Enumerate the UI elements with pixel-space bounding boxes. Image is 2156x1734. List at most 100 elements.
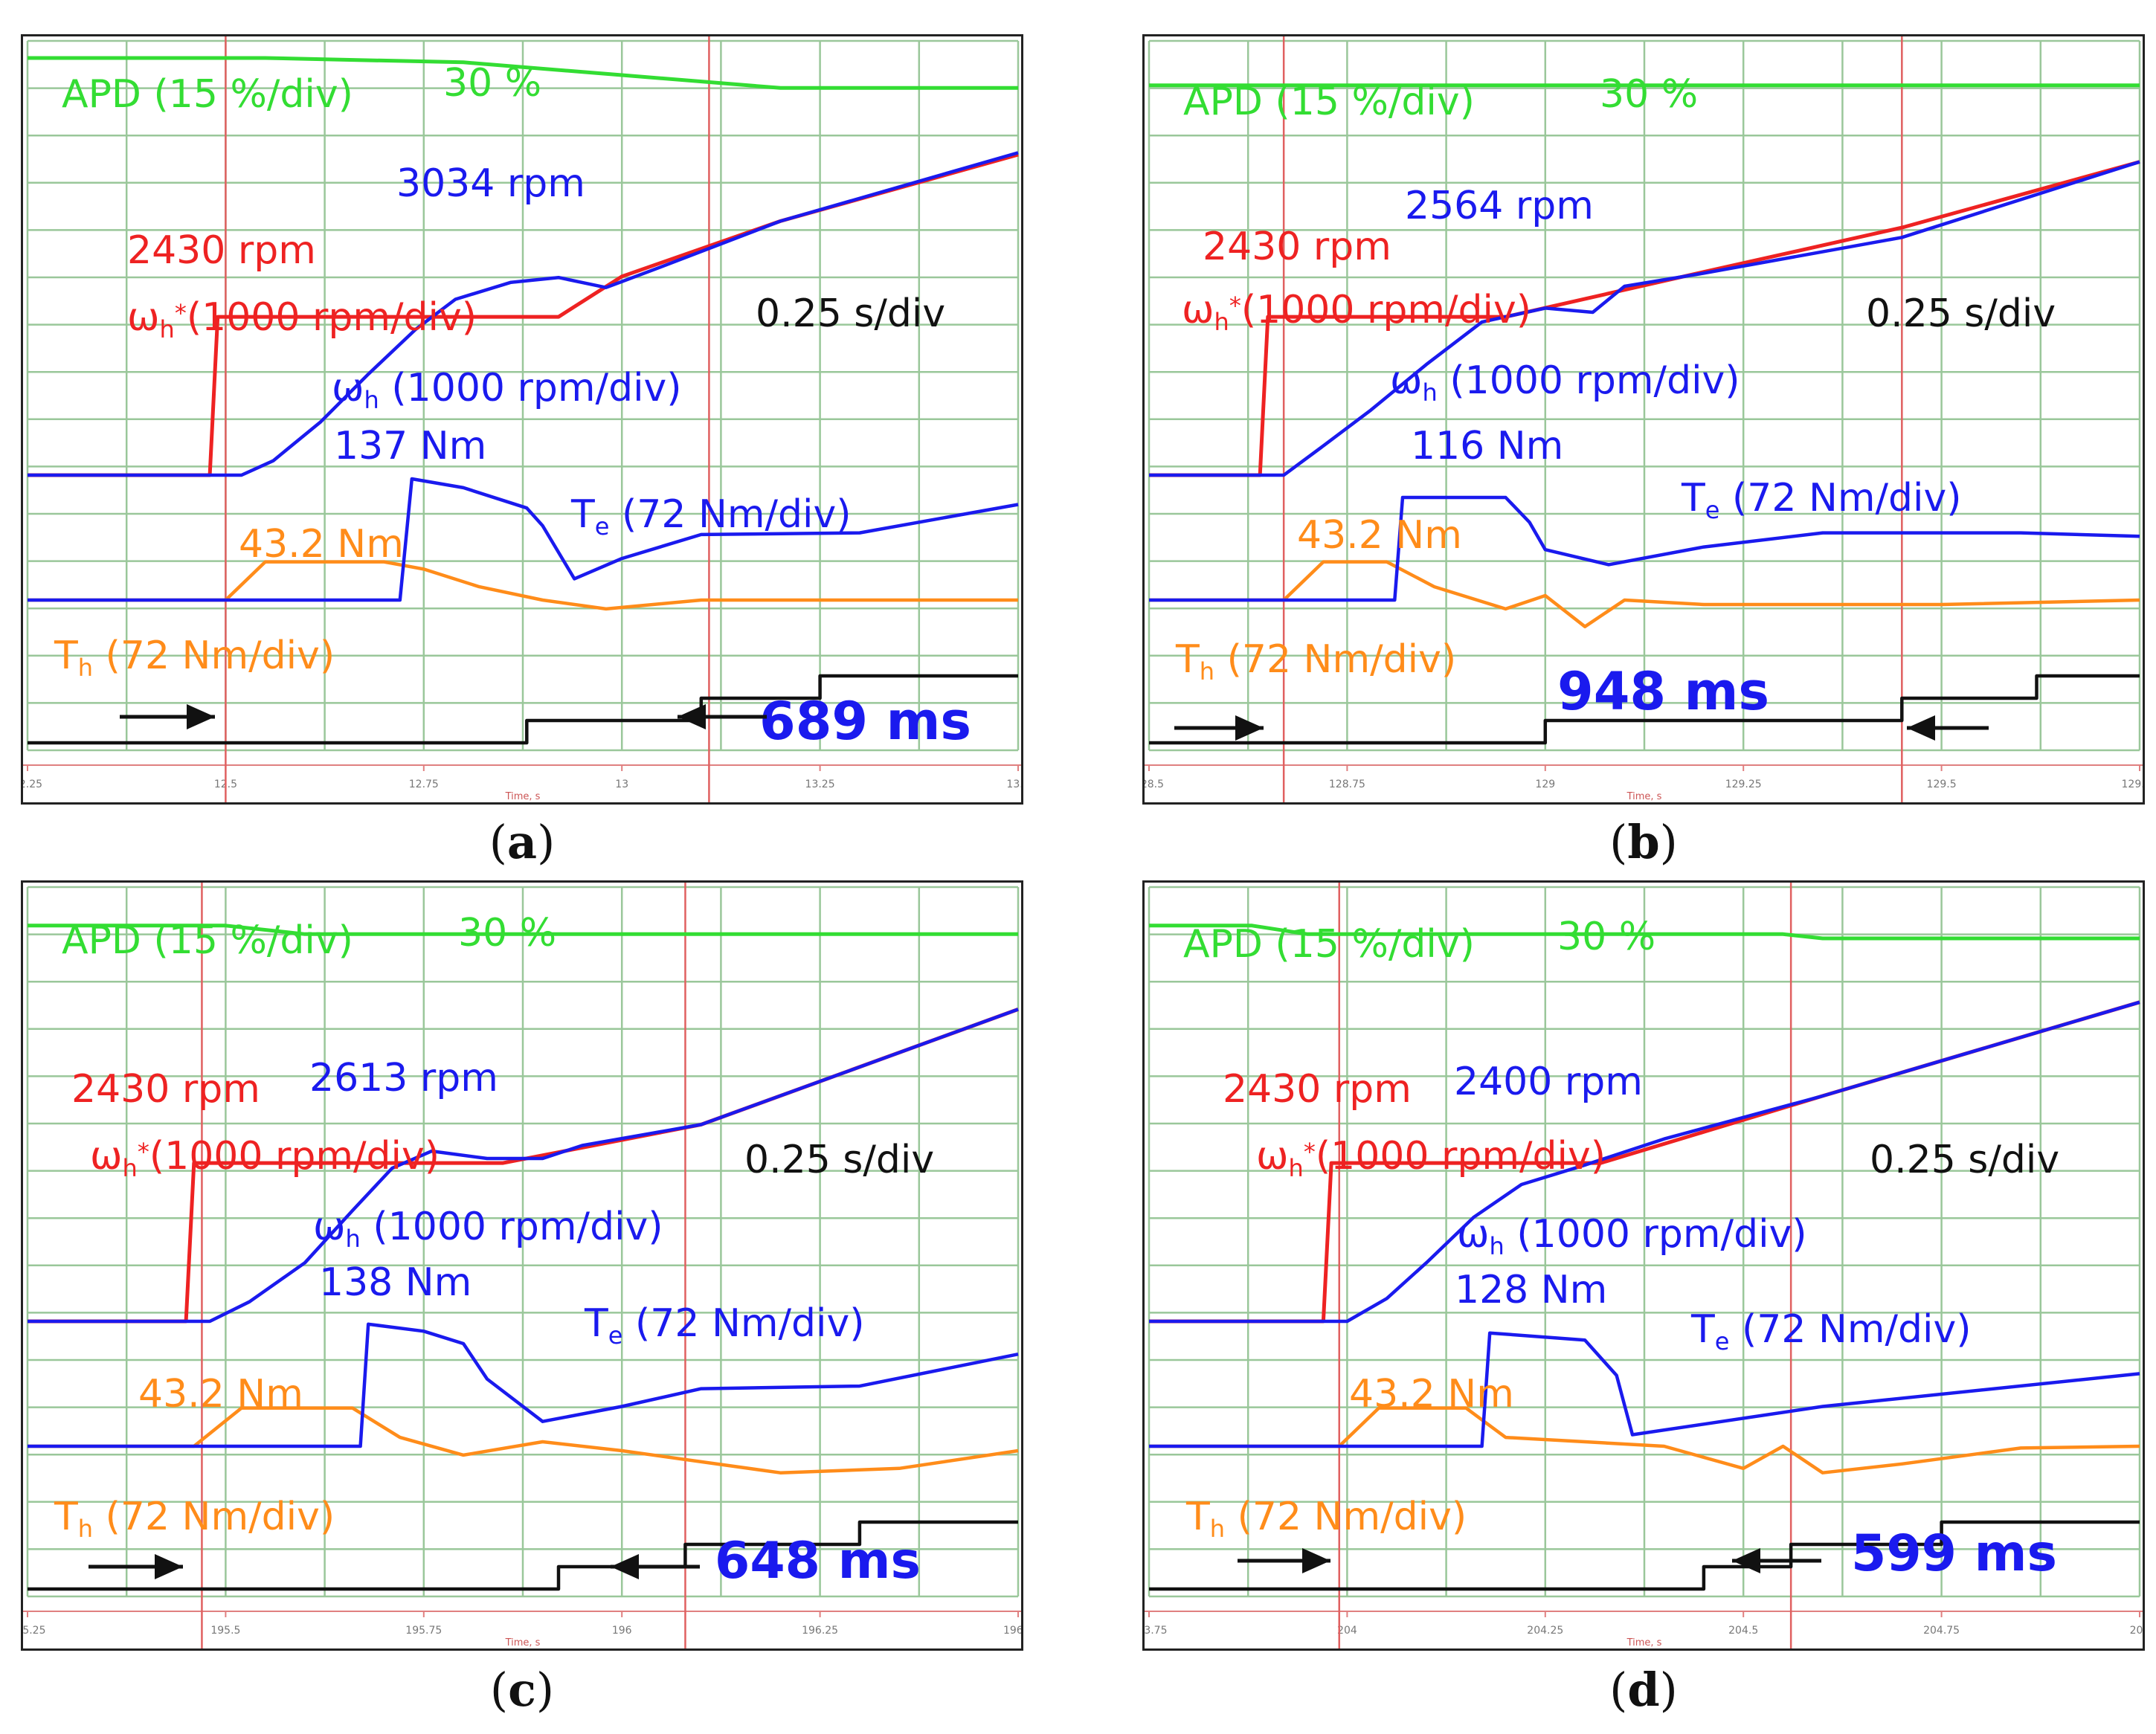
x-tick-label: 13.5 <box>1006 779 1023 790</box>
start-arrow-head <box>1235 715 1264 741</box>
te-label: Te (72 Nm/div) <box>570 492 852 541</box>
series-line-th <box>28 1406 1019 1474</box>
ref-speed-label: ωh*(1000 rpm/div) <box>1256 1134 1606 1182</box>
x-tick-label: 128.75 <box>1329 779 1365 790</box>
ref-speed-value: 2430 rpm <box>1223 1067 1412 1112</box>
x-tick-label: 204 <box>1337 1625 1357 1637</box>
end-arrow <box>1732 1548 1821 1573</box>
apd-value: 30 % <box>1557 915 1655 959</box>
series-line-speed <box>1149 160 2140 477</box>
start-arrow-head <box>155 1554 183 1579</box>
caption-a: (a) <box>489 815 556 869</box>
te-peak-label: 116 Nm <box>1411 424 1563 468</box>
x-tick-label: 196.5 <box>1003 1625 1023 1637</box>
series-line-th <box>28 560 1018 611</box>
x-tick-label: 129.75 <box>2122 779 2146 790</box>
caption-c: (c) <box>489 1663 555 1717</box>
x-tick-label: 196.25 <box>802 1625 838 1637</box>
speed-label: ωh (1000 rpm/div) <box>332 366 682 414</box>
start-arrow <box>1238 1548 1330 1573</box>
series-line-th <box>1149 560 2140 628</box>
te-peak-label: 138 Nm <box>319 1260 472 1305</box>
speed-label: ωh (1000 rpm/div) <box>1390 358 1740 407</box>
series-line-th <box>1149 1406 2140 1474</box>
end-arrow-head <box>1732 1548 1760 1573</box>
start-arrow <box>1174 715 1264 741</box>
duration-label: 648 ms <box>715 1532 921 1590</box>
ref-speed-value: 2430 rpm <box>71 1067 260 1112</box>
series-line-apd <box>1149 924 2140 941</box>
end-arrow-head <box>1907 715 1935 741</box>
speed-peak-label: 3034 rpm <box>396 161 585 206</box>
series-line-speed <box>1149 1000 2140 1324</box>
th-label: Th (72 Nm/div) <box>54 634 335 682</box>
chart-panel-d: 203.75 204 204.25 204.5 204.75 205 Time, s APD … <box>1142 880 2145 1651</box>
series-line-te <box>1149 495 2140 602</box>
te-label: Te (72 Nm/div) <box>1681 476 1962 524</box>
th-peak-label: 43.2 Nm <box>1297 513 1462 558</box>
duration-label: 689 ms <box>759 691 971 752</box>
x-tick-label: 13 <box>615 779 628 790</box>
apd-label: APD (15 %/div) <box>1183 922 1475 967</box>
x-tick-label: 195.25 <box>23 1625 46 1637</box>
time-scale-label: 0.25 s/div <box>756 291 945 336</box>
x-tick-label: 12.25 <box>23 779 42 790</box>
x-tick-label: 129 <box>1535 779 1555 790</box>
caption-d: (d) <box>1609 1663 1678 1717</box>
time-scale-label: 0.25 s/div <box>744 1138 934 1182</box>
series-line-te <box>1149 1331 2140 1448</box>
end-arrow-head <box>611 1554 639 1579</box>
grid <box>1148 39 2141 752</box>
apd-label: APD (15 %/div) <box>62 918 353 963</box>
x-axis-title: Time, s <box>1626 791 1662 802</box>
start-arrow-head <box>1302 1548 1330 1573</box>
ref-speed-label: ωh*(1000 rpm/div) <box>90 1134 440 1182</box>
x-tick-label: 203.75 <box>1145 1625 1168 1637</box>
end-arrow <box>678 704 767 729</box>
series-line-step <box>1149 674 2140 745</box>
time-scale-label: 0.25 s/div <box>1870 1138 2059 1182</box>
apd-value: 30 % <box>1600 72 1698 117</box>
speed-label: ωh (1000 rpm/div) <box>1457 1212 1807 1260</box>
end-arrow <box>611 1554 700 1579</box>
te-label: Te (72 Nm/div) <box>584 1301 865 1350</box>
x-tick-label: 196 <box>612 1625 632 1637</box>
x-axis-title: Time, s <box>505 1637 541 1648</box>
grid <box>26 39 1020 752</box>
x-tick-label: 205 <box>2130 1625 2145 1637</box>
x-tick-label: 204.25 <box>1527 1625 1563 1637</box>
ref-speed-value: 2430 rpm <box>1203 225 1391 269</box>
chart-panel-c: 195.25 195.5 195.75 196 196.25 196.5 Time, s AP… <box>21 880 1023 1651</box>
apd-label: APD (15 %/div) <box>1183 80 1475 124</box>
speed-peak-label: 2613 rpm <box>309 1056 498 1100</box>
start-arrow <box>120 704 215 729</box>
chart-svg-b: 128.5 128.75 129 129.25 129.5 129.75 Time, s AP… <box>1145 36 2146 802</box>
chart-svg-d: 203.75 204 204.25 204.5 204.75 205 Time, s APD … <box>1145 883 2145 1648</box>
apd-value: 30 % <box>443 61 541 106</box>
th-peak-label: 43.2 Nm <box>1349 1372 1514 1416</box>
chart-svg-c: 195.25 195.5 195.75 196 196.25 196.5 Time, s AP… <box>23 883 1023 1648</box>
start-arrow <box>89 1554 183 1579</box>
th-label: Th (72 Nm/div) <box>54 1495 335 1543</box>
series-line-apd <box>28 56 1018 90</box>
x-axis-title: Time, s <box>1626 1637 1662 1648</box>
end-arrow-head <box>678 704 706 729</box>
apd-value: 30 % <box>458 911 556 955</box>
apd-label: APD (15 %/div) <box>62 72 353 117</box>
x-tick-label: 129.5 <box>1927 779 1957 790</box>
x-tick-label: 204.75 <box>1923 1625 1960 1637</box>
th-label: Th (72 Nm/div) <box>1175 637 1456 686</box>
caption-b: (b) <box>1609 815 1678 869</box>
start-arrow-head <box>187 704 215 729</box>
time-scale-label: 0.25 s/div <box>1866 291 2056 336</box>
x-axis-title: Time, s <box>505 791 541 802</box>
speed-peak-label: 2564 rpm <box>1405 184 1594 228</box>
series-line-step <box>1149 1520 2140 1591</box>
series-line-speed <box>28 151 1019 477</box>
te-peak-label: 128 Nm <box>1455 1268 1607 1312</box>
series-line-speed <box>28 1008 1019 1324</box>
series-line-te <box>28 1322 1019 1448</box>
te-peak-label: 137 Nm <box>334 424 486 468</box>
